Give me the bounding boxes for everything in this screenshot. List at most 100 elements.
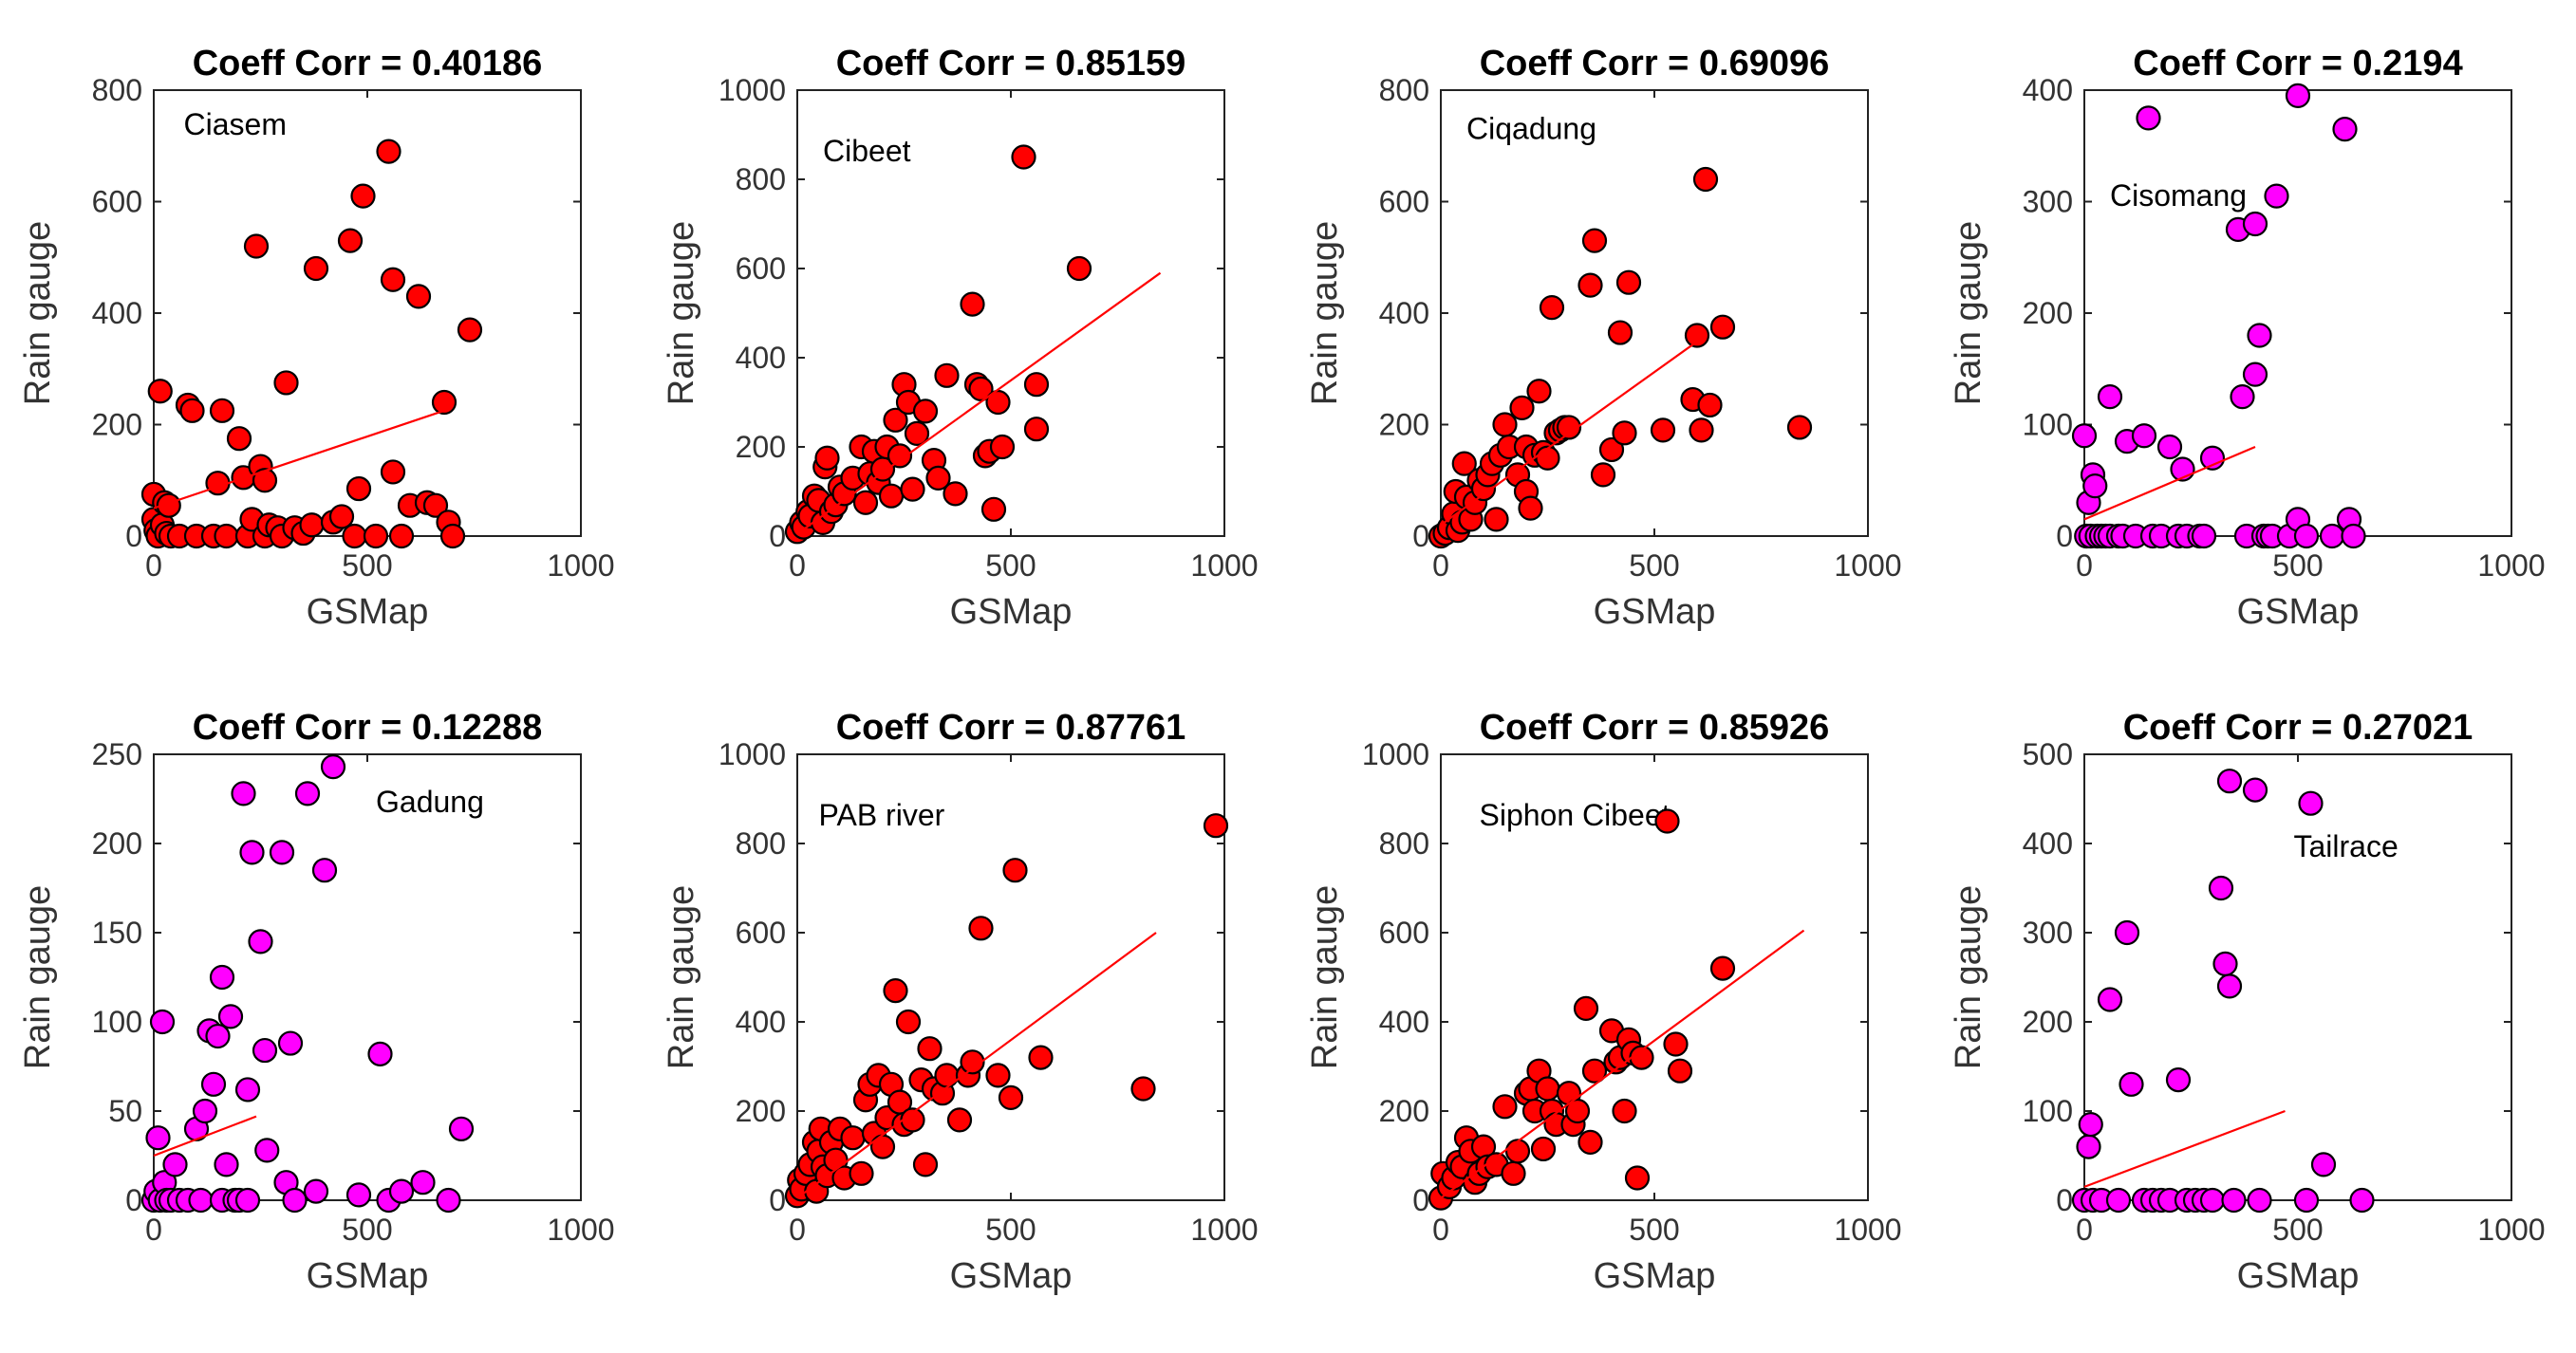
data-point (1002, 858, 1028, 883)
data-point (1615, 269, 1642, 295)
data-point (814, 445, 840, 471)
data-point (1509, 395, 1535, 420)
y-axis-label: Rain gauge (1949, 221, 1988, 405)
y-axis-label: Rain gauge (1949, 885, 1988, 1069)
data-point (282, 1187, 308, 1214)
data-point (1492, 412, 1518, 437)
scatter-panel-7: Coeff Corr = 0.27021 0 500 1000 0 100 200 300 40… (1949, 708, 2546, 1296)
y-tick-label: 0 (125, 519, 142, 553)
data-point (1526, 379, 1552, 404)
y-tick-label: 50 (108, 1094, 142, 1128)
data-point (1709, 314, 1736, 340)
data-point (2208, 875, 2234, 901)
data-point (1504, 1139, 1531, 1164)
x-tick-label: 0 (789, 1213, 806, 1247)
data-point (943, 481, 968, 507)
data-point (2105, 1187, 2132, 1214)
data-point (243, 233, 270, 259)
y-tick-label: 0 (2056, 1183, 2073, 1217)
plot-area (1440, 89, 1869, 537)
data-point (254, 1138, 280, 1163)
data-point (303, 255, 329, 282)
regression-line (153, 1115, 257, 1158)
data-point (188, 1187, 214, 1214)
data-point (1023, 417, 1050, 442)
data-point (1530, 1136, 1557, 1162)
y-tick-label: 100 (2023, 1094, 2073, 1128)
y-tick-label: 300 (2023, 185, 2073, 219)
data-point (209, 398, 235, 423)
plot-area (2083, 89, 2512, 537)
data-point (883, 977, 908, 1004)
chart-title: Coeff Corr = 0.85159 (836, 44, 1186, 83)
data-point (2247, 323, 2272, 348)
x-axis-label: GSMap (2237, 592, 2360, 632)
y-tick-label: 600 (736, 916, 786, 950)
y-tick-label: 0 (1412, 1183, 1429, 1217)
x-axis-label: GSMap (307, 592, 429, 632)
chart-title: Coeff Corr = 0.2194 (2133, 44, 2462, 83)
data-point (457, 317, 483, 343)
y-tick-label: 200 (736, 430, 786, 464)
data-point (388, 523, 415, 549)
data-point (231, 781, 256, 806)
data-point (912, 1152, 939, 1177)
data-point (448, 1116, 475, 1141)
data-point (1598, 436, 1625, 463)
data-point (2293, 523, 2320, 549)
data-point (2082, 473, 2108, 499)
x-tick-label: 1000 (2477, 1213, 2545, 1247)
data-point (1663, 1031, 1689, 1057)
data-point (2221, 1187, 2247, 1214)
data-point (179, 398, 205, 423)
data-point (234, 1077, 261, 1103)
data-point (960, 291, 985, 317)
y-tick-label: 200 (2023, 296, 2073, 330)
data-point (248, 929, 273, 955)
data-point (998, 1084, 1024, 1111)
data-point (1697, 392, 1723, 418)
data-point (2076, 1134, 2101, 1159)
data-point (1624, 1165, 1651, 1191)
y-tick-label: 200 (92, 408, 142, 442)
x-tick-label: 500 (985, 548, 1036, 583)
x-tick-label: 500 (2272, 548, 2323, 583)
data-point (342, 523, 367, 549)
y-tick-label: 400 (736, 1005, 786, 1039)
data-point (1581, 228, 1608, 253)
y-tick-label: 400 (1379, 296, 1429, 330)
data-point (900, 476, 925, 502)
data-point (2097, 987, 2123, 1012)
chart-title: Coeff Corr = 0.85926 (1480, 708, 1830, 748)
x-tick-label: 1000 (1834, 1213, 1901, 1247)
y-tick-label: 1000 (1362, 737, 1429, 771)
scatter-panel-6: Coeff Corr = 0.85926 0 500 1000 0 200 400 600 80… (1305, 708, 1902, 1296)
data-point (2216, 769, 2243, 794)
data-point (214, 523, 239, 549)
data-point (934, 1063, 960, 1088)
y-tick-label: 600 (1379, 185, 1429, 219)
data-point (1607, 320, 1633, 345)
regression-line (796, 271, 1162, 535)
plot-area (1440, 753, 1869, 1201)
data-point (145, 1125, 171, 1151)
data-point (989, 434, 1016, 460)
station-label: Gadung (376, 785, 484, 819)
data-point (960, 1049, 985, 1075)
x-tick-label: 500 (1629, 1213, 1679, 1247)
data-point (2212, 951, 2238, 977)
data-point (2199, 1187, 2226, 1214)
x-tick-label: 0 (1432, 548, 1449, 583)
data-point (925, 465, 951, 491)
data-point (328, 504, 355, 529)
data-point (277, 1030, 304, 1056)
data-point (1612, 420, 1637, 446)
data-point (1612, 1098, 1637, 1124)
x-tick-label: 500 (1629, 548, 1679, 583)
x-tick-label: 0 (145, 548, 162, 583)
x-tick-label: 1000 (1190, 548, 1258, 583)
data-point (350, 183, 376, 209)
data-point (2097, 384, 2123, 410)
data-point (405, 284, 432, 309)
